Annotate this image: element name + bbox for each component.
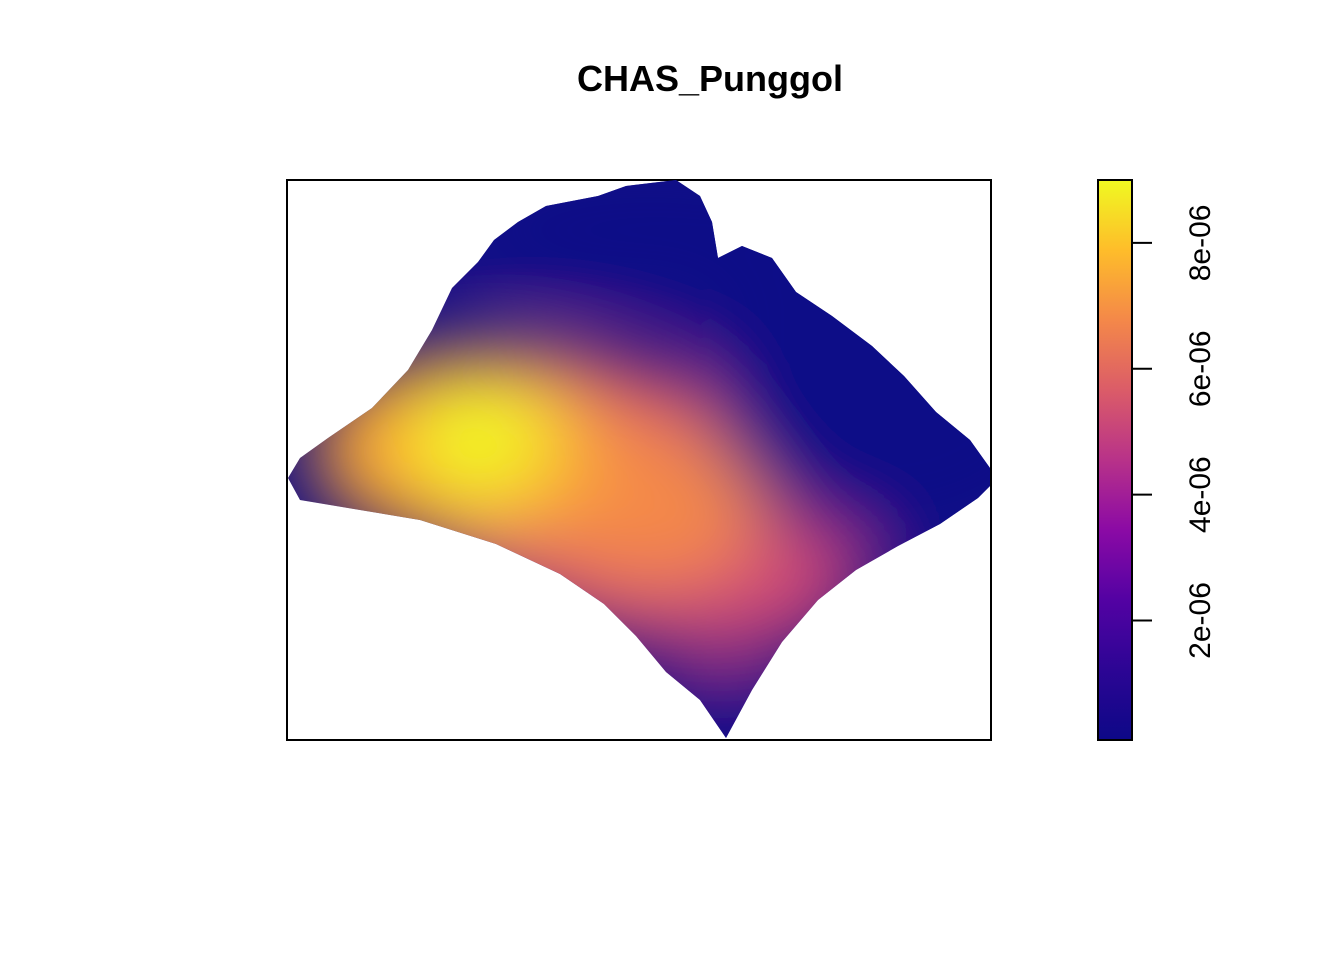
legend-ticks: 2e-06 4e-06 6e-06 8e-06 xyxy=(1132,205,1217,659)
legend-tick-label: 8e-06 xyxy=(1184,205,1217,282)
legend-tick-label: 6e-06 xyxy=(1184,330,1217,407)
color-legend: 2e-06 4e-06 6e-06 8e-06 xyxy=(1097,179,1217,741)
chart-title: CHAS_Punggol xyxy=(577,58,843,99)
legend-tick-label: 2e-06 xyxy=(1184,582,1217,659)
south-low xyxy=(670,670,790,738)
plot-frame xyxy=(286,179,992,741)
legend-color-bar xyxy=(1097,179,1133,741)
legend-tick-label: 4e-06 xyxy=(1184,456,1217,533)
east-low xyxy=(700,180,990,550)
density-surface xyxy=(288,180,990,738)
west-hotspot-core xyxy=(410,385,550,495)
